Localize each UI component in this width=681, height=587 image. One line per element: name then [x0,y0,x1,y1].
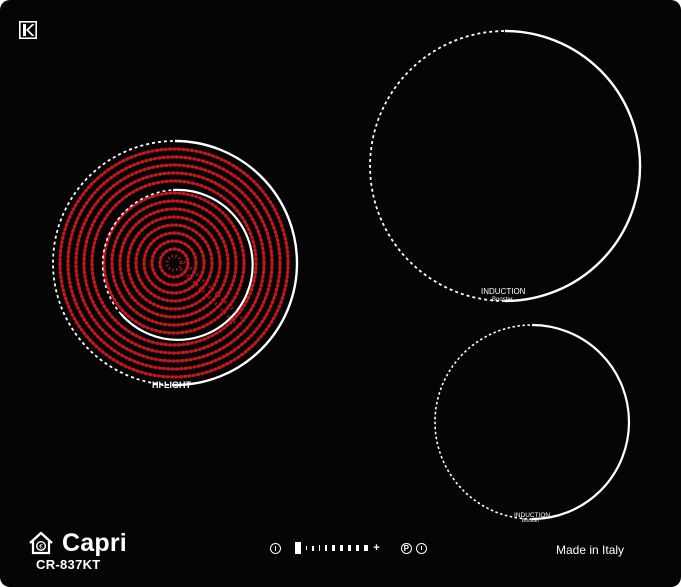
coil-ring [66,155,282,371]
coil-ring [58,147,290,379]
hilight-zone-label: HI-LIGHT [152,380,191,390]
coil-ring [150,239,198,287]
timer-button[interactable] [415,542,427,554]
minus-sign: − [295,542,302,554]
heating-element-coil [58,147,290,379]
k-logo-icon [19,21,37,39]
svg-text:€: € [39,544,43,551]
induction-zone-large[interactable] [369,29,642,303]
slider-tick-2 [312,545,314,551]
brand-logo: € Capri [28,529,127,557]
coil-ring [158,247,190,279]
outer-zone-ring-dashed [52,140,176,386]
house-icon: € [29,531,53,555]
induction-large-ring-solid [504,29,642,303]
coil-lead-2 [182,260,246,322]
slider-tick-7 [347,545,351,551]
power-level-slider[interactable]: − + [295,541,385,555]
induction-small-ring-solid [531,323,631,521]
plus-sign: + [373,542,380,554]
model-number: CR-837KT [36,557,101,572]
pause-button[interactable]: P [400,542,412,554]
coil-ring [142,231,206,295]
slider-tick-8 [355,545,360,551]
brand-name: Capri [62,528,127,557]
power-icon [274,545,277,551]
coil-ring [82,171,266,355]
induction-small-label: INDUCTION [514,512,551,519]
made-in-label: Made in Italy [556,543,625,557]
coil-ring [118,207,230,319]
induction-large-sublabel: Booster [492,297,513,303]
coil-ring [126,215,222,311]
induction-small-ring-dashed [434,324,533,520]
coil-ring [134,223,214,303]
induction-large-ring-dashed [369,30,506,302]
induction-zone-small[interactable] [434,323,631,521]
coil-ring [110,199,238,327]
induction-small-sublabel: Booster [522,518,540,524]
coil-ring [90,179,258,347]
coil-ring [74,163,274,363]
pause-icon: P [403,543,409,553]
slider-tick-9 [364,545,369,551]
slider-tick-6 [339,545,343,551]
slider-tick-1 [306,546,308,550]
slider-tick-3 [318,545,321,551]
outer-zone-ring [174,139,299,387]
induction-large-label: INDUCTION [481,287,526,296]
slider-tick-5 [332,545,335,551]
slider-tick-4 [325,545,328,551]
inner-zone-ring [120,188,254,341]
hilight-zone[interactable] [52,139,299,387]
touch-control-strip: − + P [270,541,427,555]
coil-lead [176,264,240,328]
coil-center [165,254,183,272]
timer-icon [420,546,422,550]
coil-ring [102,191,246,335]
power-button[interactable] [270,542,281,554]
